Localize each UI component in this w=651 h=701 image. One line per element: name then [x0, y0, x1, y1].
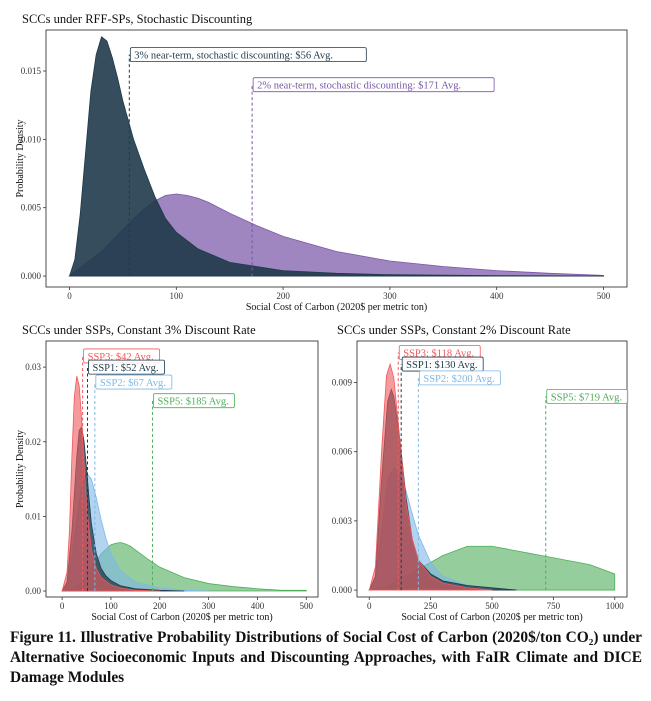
x-tick-label: 400 — [490, 291, 504, 301]
y-tick-label: 0.03 — [25, 362, 41, 372]
y-tick-label: 0.000 — [21, 271, 42, 281]
y-tick-label: 0.02 — [25, 437, 41, 447]
x-axis-label: Social Cost of Carbon (2020$ per metric … — [246, 302, 427, 313]
x-tick-label: 400 — [251, 601, 265, 611]
x-tick-label: 100 — [170, 291, 184, 301]
x-tick-label: 750 — [547, 601, 561, 611]
chart-right: SCCs under SSPs, Constant 2% Discount Ra… — [332, 323, 629, 623]
x-tick-label: 300 — [383, 291, 397, 301]
y-tick-label: 0.015 — [21, 66, 42, 76]
density-area-1 — [68, 36, 605, 277]
y-tick-label: 0.00 — [25, 586, 41, 596]
figure-canvas: SCCs under RFF-SPs, Stochastic Discounti… — [15, 12, 629, 623]
mean-label: 3% near-term, stochastic discounting: $5… — [134, 51, 333, 62]
x-tick-label: 0 — [60, 601, 65, 611]
mean-label-box — [153, 393, 235, 409]
chart-top: SCCs under RFF-SPs, Stochastic Discounti… — [15, 12, 628, 313]
mean-label: SSP1: $52 Avg. — [93, 363, 159, 374]
x-axis-label: Social Cost of Carbon (2020$ per metric … — [401, 612, 582, 623]
mean-label: SSP3: $118 Avg. — [403, 349, 474, 360]
x-tick-label: 300 — [202, 601, 216, 611]
y-axis-label: Probability Density — [15, 430, 26, 508]
mean-label: SSP1: $130 Avg. — [406, 360, 477, 371]
mean-label-box — [546, 388, 629, 404]
y-tick-label: 0.003 — [332, 516, 353, 526]
mean-label: SSP5: $185 Avg. — [157, 397, 228, 408]
y-tick-label: 0.009 — [332, 378, 353, 388]
plot-frame — [45, 340, 319, 598]
mean-label-box — [252, 77, 495, 93]
density-area-3 — [368, 362, 493, 591]
mean-label-box — [95, 374, 173, 390]
x-tick-label: 0 — [367, 601, 372, 611]
y-tick-label: 0.010 — [21, 134, 42, 144]
y-axis-label: Probability Density — [15, 119, 26, 197]
x-tick-label: 100 — [104, 601, 118, 611]
x-tick-label: 200 — [276, 291, 290, 301]
mean-label: SSP5: $719 Avg. — [551, 392, 622, 403]
x-tick-label: 500 — [485, 601, 499, 611]
chart-title: SCCs under SSPs, Constant 3% Discount Ra… — [22, 323, 256, 337]
mean-label-box — [418, 370, 501, 386]
y-tick-label: 0.000 — [332, 585, 353, 595]
y-tick-label: 0.006 — [332, 447, 353, 457]
x-axis-label: Social Cost of Carbon (2020$ per metric … — [91, 612, 272, 623]
mean-label: SSP3: $42 Avg. — [88, 352, 154, 363]
x-tick-label: 500 — [597, 291, 611, 301]
mean-label: SSP2: $67 Avg. — [100, 378, 166, 389]
y-tick-label: 0.01 — [25, 511, 41, 521]
x-tick-label: 200 — [153, 601, 167, 611]
x-tick-label: 500 — [300, 601, 314, 611]
mean-label-box — [129, 47, 367, 63]
plot-frame — [45, 29, 628, 288]
y-tick-label: 0.005 — [21, 203, 42, 213]
chart-title: SCCs under SSPs, Constant 2% Discount Ra… — [337, 323, 571, 337]
density-area-3 — [61, 375, 161, 592]
x-tick-label: 1000 — [606, 601, 625, 611]
figure-caption: Figure 11. Illustrative Probability Dist… — [10, 629, 642, 686]
chart-title: SCCs under RFF-SPs, Stochastic Discounti… — [22, 12, 253, 26]
mean-label-box — [88, 359, 165, 375]
mean-label: 2% near-term, stochastic discounting: $1… — [257, 81, 461, 92]
x-tick-label: 0 — [67, 291, 72, 301]
mean-label: SSP2: $200 Avg. — [423, 374, 494, 385]
chart-left: SCCs under SSPs, Constant 3% Discount Ra… — [15, 323, 319, 623]
x-tick-label: 250 — [424, 601, 438, 611]
